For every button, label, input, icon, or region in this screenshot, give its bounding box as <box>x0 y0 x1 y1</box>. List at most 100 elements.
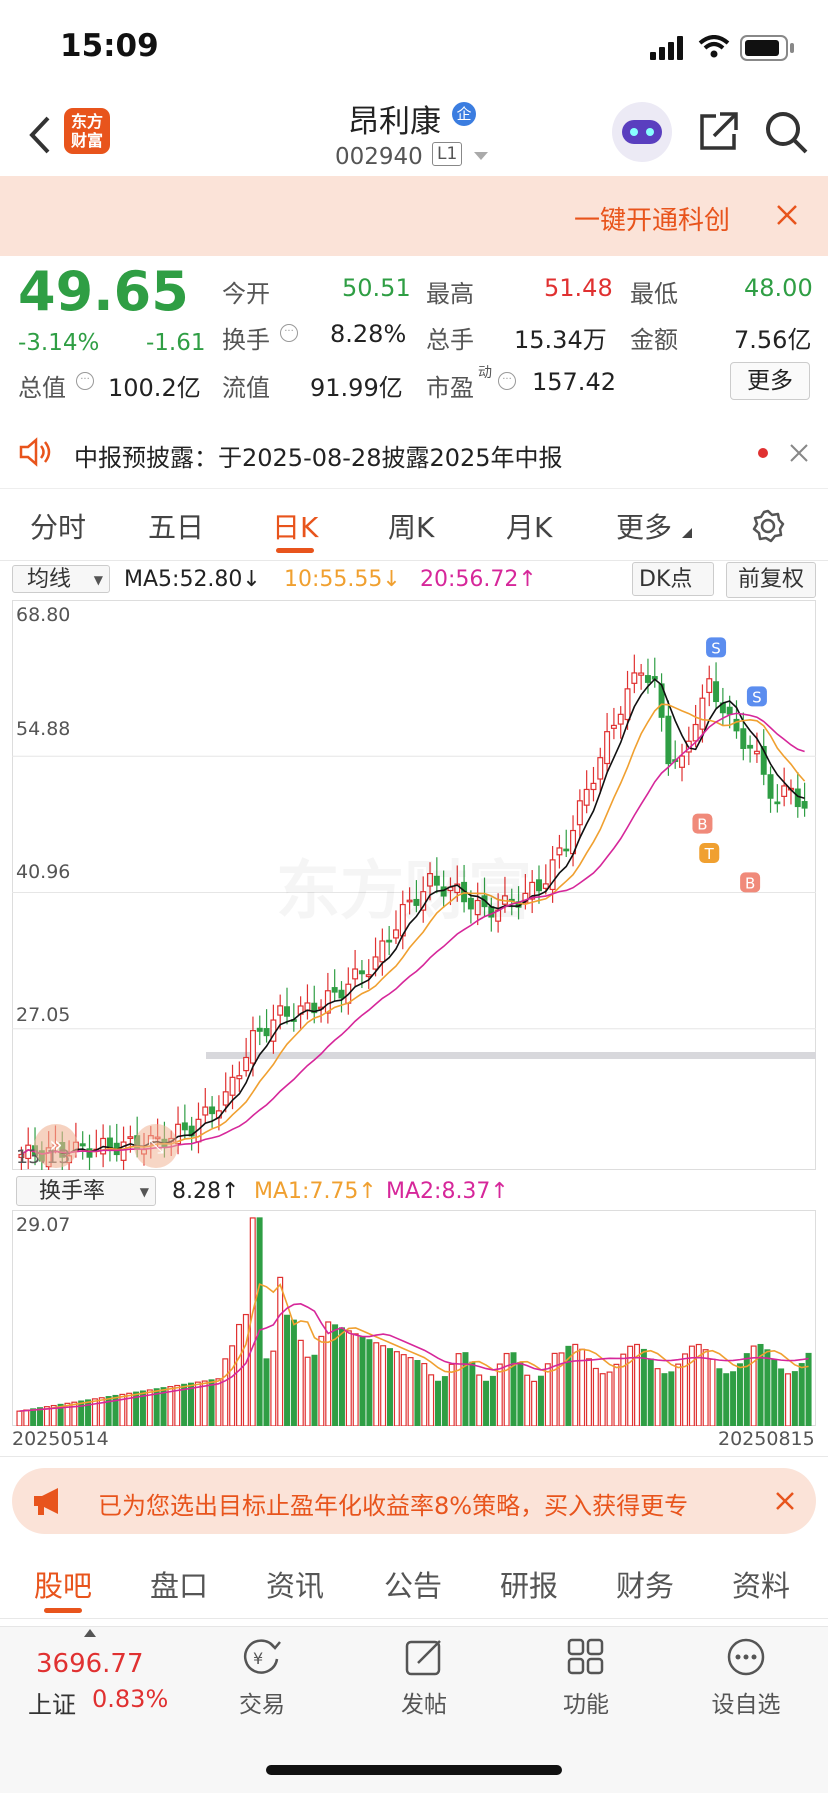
volume-bar <box>78 1400 85 1426</box>
volume-bar <box>469 1361 476 1426</box>
sub-tab-announcements[interactable]: 公告 <box>384 1569 443 1603</box>
index-value[interactable]: 3696.77 <box>36 1649 144 1679</box>
volume-bar <box>702 1349 709 1426</box>
adjust-price-button[interactable]: 前复权 <box>726 562 816 598</box>
settings-gear-icon[interactable] <box>750 508 786 544</box>
sub-tab-profile[interactable]: 资料 <box>732 1569 791 1603</box>
bottom-item-post[interactable]: 发帖 <box>401 1692 447 1718</box>
volume-bar <box>98 1397 105 1426</box>
candle <box>263 1028 270 1037</box>
quote-value-turnover: 8.28% <box>330 320 407 348</box>
bottom-item-function[interactable]: 功能 <box>563 1692 609 1718</box>
dropdown-triangle-icon[interactable] <box>474 152 488 162</box>
close-icon[interactable] <box>776 204 798 226</box>
more-dots-icon[interactable] <box>726 1637 766 1677</box>
info-icon[interactable]: ··· <box>280 324 298 342</box>
sub-tab-finance[interactable]: 财务 <box>616 1569 675 1603</box>
candle <box>617 713 624 725</box>
expand-left-icon[interactable]: » <box>34 1124 78 1168</box>
volume-bar <box>167 1386 174 1426</box>
candle <box>188 1125 195 1137</box>
divider <box>0 1456 828 1457</box>
candle <box>324 990 331 1014</box>
quote-label-high: 最高 <box>426 280 474 308</box>
bottom-item-trade[interactable]: 交易 <box>239 1692 285 1718</box>
candle <box>474 899 481 916</box>
bottom-item-add-watchlist[interactable]: 设自选 <box>711 1692 781 1718</box>
assistant-avatar-icon[interactable] <box>612 102 672 162</box>
turnover-indicator-select[interactable]: 换手率 ▼ <box>16 1176 156 1206</box>
home-indicator <box>266 1765 562 1775</box>
volume-bar <box>448 1363 455 1426</box>
volume-bar <box>599 1373 606 1426</box>
search-icon[interactable] <box>764 110 810 156</box>
dk-point-button[interactable]: DK点 <box>632 562 714 596</box>
sub-tabs: 股吧 盘口 资讯 公告 研报 财务 资料 <box>0 1548 828 1618</box>
info-icon[interactable]: ··· <box>76 372 94 390</box>
volume-bar <box>435 1380 442 1426</box>
function-grid-icon[interactable] <box>566 1637 606 1677</box>
candle <box>542 883 549 889</box>
quote-label-pe: 市盈 <box>426 374 474 402</box>
quote-label-total-cap: 总值 <box>18 374 66 402</box>
tab-monthly-k[interactable]: 月K <box>506 511 553 544</box>
volume-bar <box>284 1314 291 1426</box>
promo-text: 一键开通科创 <box>574 206 731 236</box>
volume-bar <box>503 1352 510 1426</box>
quote-value-high: 51.48 <box>544 274 613 302</box>
volume-bar <box>304 1356 311 1426</box>
strategy-ad-banner[interactable]: 已为您选出目标止盈年化收益率8%策略，买入获得更专 <box>12 1468 816 1534</box>
more-button[interactable]: 更多 <box>730 362 810 400</box>
sub-tab-pankou[interactable]: 盘口 <box>150 1569 209 1603</box>
tab-intraday[interactable]: 分时 <box>30 511 87 544</box>
volume-bar <box>750 1345 757 1426</box>
promo-banner[interactable]: 一键开通科创 <box>0 176 828 256</box>
close-icon[interactable] <box>790 444 808 462</box>
volume-bar <box>386 1348 393 1426</box>
sub-tab-guba[interactable]: 股吧 <box>34 1569 93 1603</box>
tab-weekly-k[interactable]: 周K <box>388 511 435 544</box>
sub-tab-news[interactable]: 资讯 <box>266 1569 325 1603</box>
volume-bar <box>441 1376 448 1426</box>
signal-marker-B <box>740 872 761 893</box>
volume-bar <box>71 1401 78 1426</box>
tab-more[interactable]: 更多 <box>616 511 673 544</box>
support-band <box>206 1052 816 1059</box>
candle <box>733 718 740 732</box>
volume-bar <box>23 1409 30 1426</box>
kline-legend: 均线 ▼ MA5:52.80↓ 10:55.55↓ 20:56.72↑ DK点 … <box>0 562 828 598</box>
volume-bar <box>332 1324 339 1426</box>
volume-bar <box>640 1348 647 1426</box>
tab-daily-k[interactable]: 日K <box>272 511 319 544</box>
battery-icon <box>740 35 794 61</box>
index-name: 上证 <box>28 1691 76 1719</box>
signal-marker-label: S <box>752 688 762 706</box>
fullscreen-icon[interactable]: ⤡ <box>134 1124 178 1168</box>
notice-bar[interactable]: 中报预披露：于2025-08-28披露2025年中报 <box>0 418 828 489</box>
ma10-value: 10:55.55↓ <box>284 567 401 592</box>
trade-icon[interactable]: ¥ <box>240 1637 282 1677</box>
volume-bar <box>647 1358 654 1426</box>
info-icon[interactable]: ··· <box>498 372 516 390</box>
candle <box>753 750 760 755</box>
volume-bar <box>798 1363 805 1426</box>
volume-bar <box>373 1342 380 1426</box>
back-arrow-icon[interactable] <box>26 114 54 156</box>
candle <box>256 1027 263 1032</box>
turnover-chart[interactable] <box>12 1210 816 1426</box>
ma-indicator-select[interactable]: 均线 ▼ <box>12 565 110 593</box>
close-icon[interactable] <box>776 1492 794 1510</box>
volume-bar <box>791 1371 798 1426</box>
tab-five-day[interactable]: 五日 <box>148 511 205 544</box>
ma-indicator-label: 均线 <box>27 567 72 592</box>
megaphone-icon <box>34 1488 58 1515</box>
sub-tab-research[interactable]: 研报 <box>500 1569 559 1603</box>
share-icon[interactable] <box>696 110 740 154</box>
post-icon[interactable] <box>404 1637 444 1677</box>
eastmoney-logo[interactable]: 东方 财富 <box>64 108 110 154</box>
candle <box>467 897 474 910</box>
level-badge[interactable]: L1 <box>432 142 463 166</box>
volume-bar <box>201 1380 208 1426</box>
candle <box>638 672 645 676</box>
